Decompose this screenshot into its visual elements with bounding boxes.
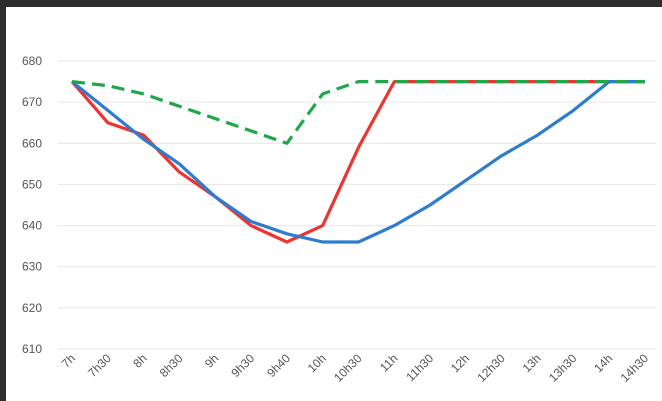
x-tick-label: 12h30: [474, 351, 508, 385]
x-tick-label: 8h: [130, 351, 149, 370]
x-tick-label: 14h30: [618, 351, 652, 385]
y-tick-label: 680: [22, 54, 42, 68]
y-axis-ticks: 610 620 630 640 650 660 670 680: [22, 54, 42, 356]
chart-panel: 610 620 630 640 650 660 670 680 7h 7h30 8h 8h30 9h 9…: [6, 7, 662, 401]
x-tick-label: 14h: [591, 351, 615, 375]
y-tick-label: 670: [22, 95, 42, 109]
x-tick-label: 10h: [305, 351, 329, 375]
series-lines: [70, 79, 645, 244]
series-line-2: [70, 79, 645, 244]
series-line-3: [71, 79, 645, 145]
line-chart: 610 620 630 640 650 660 670 680 7h 7h30 8h 8h30 9h 9…: [22, 54, 656, 385]
x-tick-label: 13h: [520, 351, 544, 375]
y-tick-label: 650: [22, 177, 42, 191]
y-tick-label: 660: [22, 136, 42, 150]
x-tick-label: 9h: [202, 351, 221, 370]
x-tick-label: 9h40: [264, 351, 293, 380]
x-tick-label: 10h30: [331, 351, 365, 385]
gridlines: [58, 60, 656, 350]
y-tick-label: 620: [22, 301, 42, 315]
x-tick-label: 8h30: [157, 351, 186, 380]
x-tick-label: 11h30: [403, 351, 436, 384]
x-tick-label: 9h30: [228, 351, 257, 380]
y-tick-label: 610: [22, 342, 42, 356]
x-tick-label: 11h: [377, 351, 400, 374]
x-tick-label: 7h30: [85, 351, 114, 380]
x-axis-ticks: 7h 7h30 8h 8h30 9h 9h30 9h40 10h 10h30 11h 11h30 12…: [59, 351, 652, 385]
x-tick-label: 13h30: [546, 351, 580, 385]
series-line-1: [70, 79, 645, 244]
y-tick-label: 640: [22, 219, 42, 233]
y-tick-label: 630: [22, 260, 42, 274]
x-tick-label: 12h: [448, 351, 472, 375]
x-tick-label: 7h: [59, 351, 78, 370]
